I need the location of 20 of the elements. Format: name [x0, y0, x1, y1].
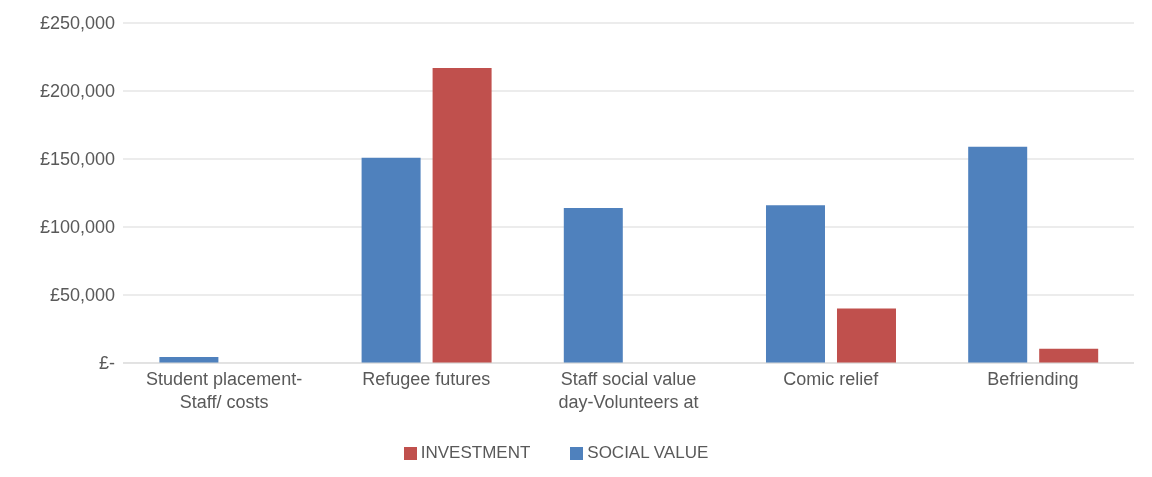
bar	[361, 157, 421, 363]
y-tick-label: £50,000	[49, 285, 115, 306]
y-tick-label: £200,000	[39, 81, 115, 102]
y-tick-label: £250,000	[39, 13, 115, 34]
bar	[766, 205, 825, 363]
legend-label: SOCIAL VALUE	[587, 443, 709, 462]
bar	[432, 67, 492, 363]
y-tick-label: £100,000	[39, 217, 115, 238]
bar	[837, 308, 896, 363]
x-tick-label: Student placement-Staff/ costs	[146, 369, 303, 412]
x-tick-label: Comic relief	[783, 369, 880, 389]
bar	[1039, 348, 1099, 363]
y-tick-label: £-	[98, 353, 115, 374]
bar	[968, 146, 1028, 363]
x-tick-label: Staff social value day-Volunteers at	[558, 369, 699, 412]
bar	[563, 207, 623, 363]
x-tick-label: Refugee futures	[362, 369, 491, 389]
y-tick-label: £150,000	[39, 149, 115, 170]
x-tick-label: Befriending	[987, 369, 1079, 389]
legend-label: INVESTMENT	[420, 443, 531, 462]
